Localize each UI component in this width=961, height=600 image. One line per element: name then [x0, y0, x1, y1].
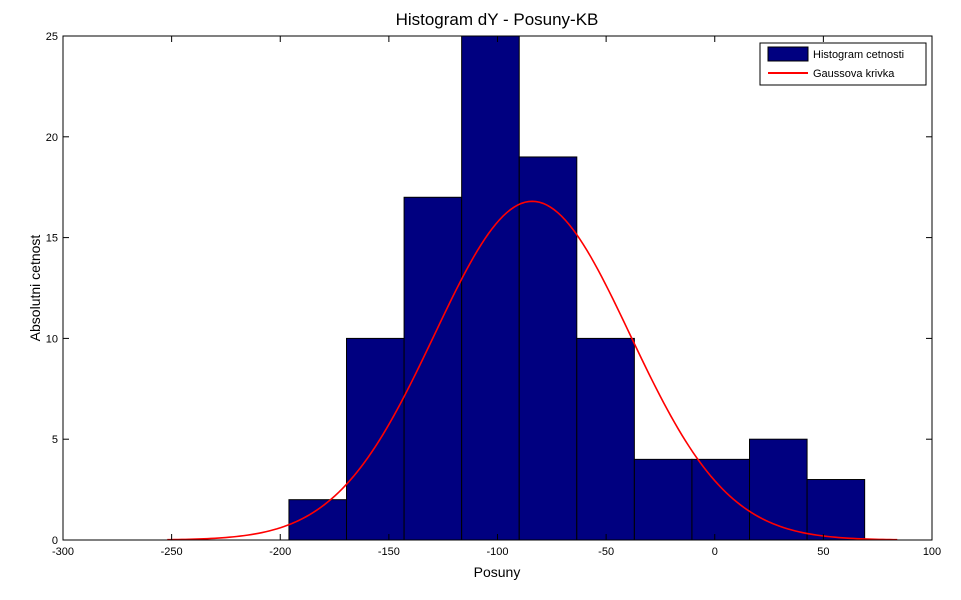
- y-tick-label: 5: [52, 434, 58, 446]
- y-tick-label: 15: [46, 233, 58, 245]
- legend-swatch-histogram: [767, 46, 809, 62]
- histogram-bar: [691, 458, 751, 541]
- histogram-bar: [461, 35, 520, 541]
- histogram-bar: [806, 479, 866, 541]
- histogram-bar: [346, 337, 405, 541]
- x-tick-label: -100: [486, 546, 508, 558]
- x-tick-label: -150: [378, 546, 400, 558]
- y-axis-title: Absolutni cetnost: [27, 235, 43, 342]
- x-axis-title: Posuny: [474, 564, 521, 580]
- x-tick-label: 100: [923, 546, 941, 558]
- x-tick-label: -200: [269, 546, 291, 558]
- histogram-bar: [288, 499, 348, 541]
- x-tick-label: 0: [712, 546, 718, 558]
- histogram-bar: [518, 156, 578, 541]
- y-tick-label: 10: [46, 333, 58, 345]
- x-tick-label: -300: [52, 546, 74, 558]
- y-tick-label: 25: [46, 31, 58, 43]
- histogram-bar: [403, 196, 463, 541]
- ticks-layer: -300 -250 -200 -150 -100 -50 0 50 100 0 5 10 15 20 25: [46, 31, 941, 558]
- y-tick-label: 20: [46, 132, 58, 144]
- gaussian-curve: [167, 200, 898, 541]
- legend-label-histogram: Histogram cetnosti: [813, 49, 904, 61]
- chart-title: Histogram dY - Posuny-KB: [396, 10, 599, 29]
- curve-layer: [167, 200, 898, 541]
- x-tick-label: 50: [817, 546, 829, 558]
- histogram-bar: [576, 337, 635, 541]
- x-tick-label: -250: [161, 546, 183, 558]
- legend-label-gauss: Gaussova krivka: [813, 68, 895, 80]
- y-tick-label: 0: [52, 535, 58, 547]
- x-tick-label: -50: [598, 546, 614, 558]
- histogram-bar: [633, 458, 693, 541]
- legend: Histogram cetnosti Gaussova krivka: [759, 42, 927, 86]
